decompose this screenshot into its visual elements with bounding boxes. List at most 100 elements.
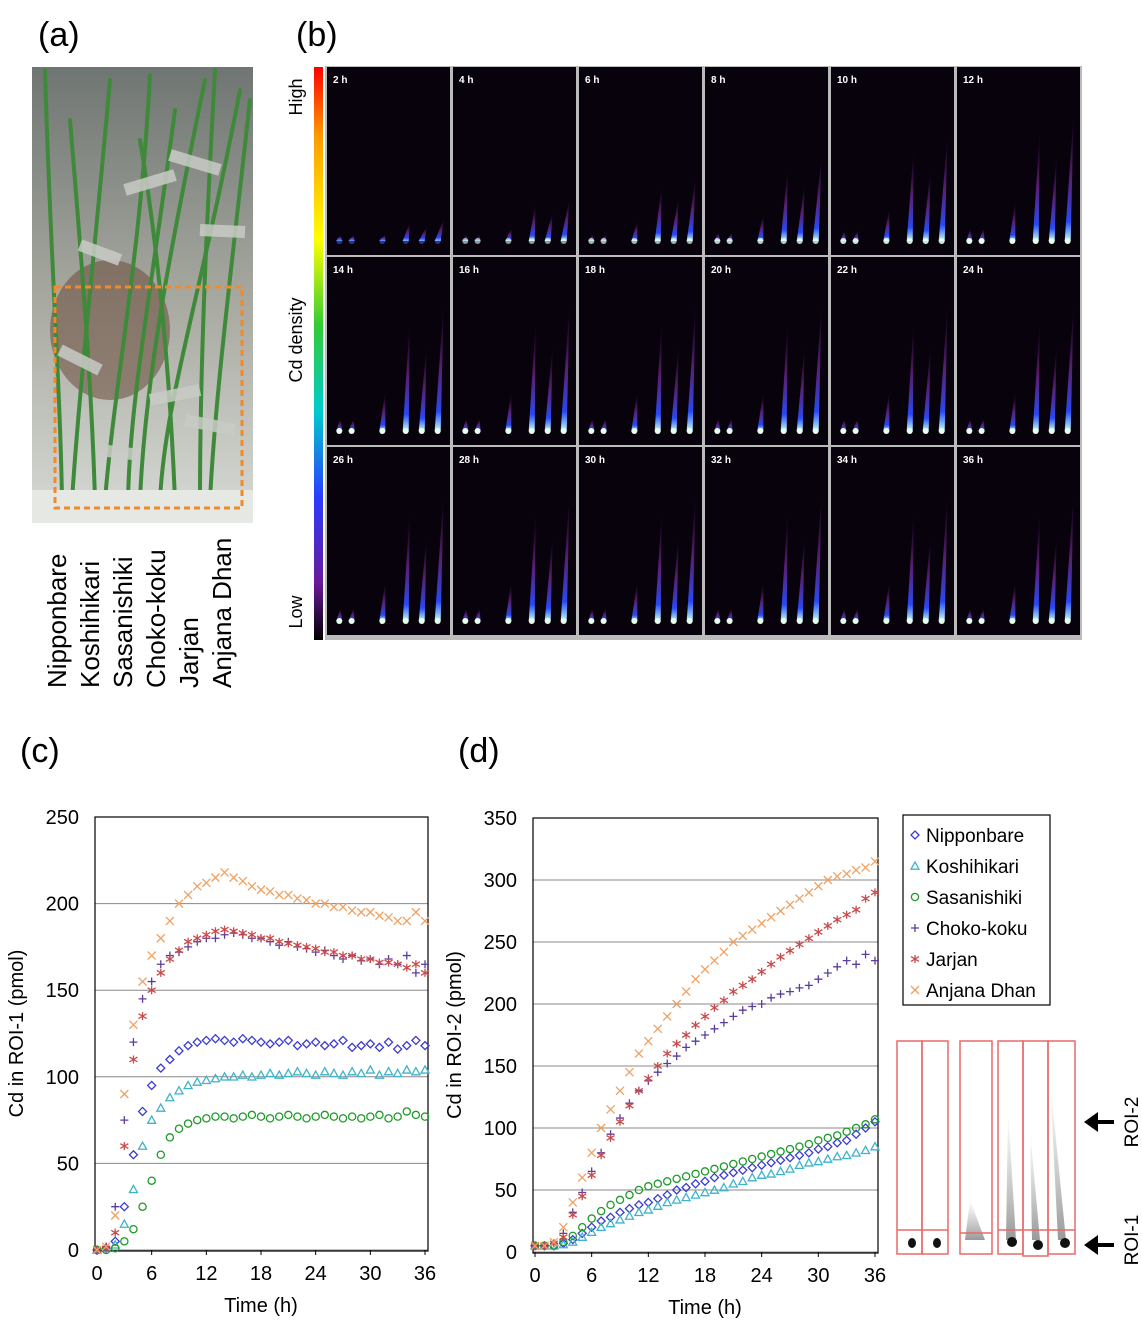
marker — [776, 906, 786, 916]
image-tile — [453, 67, 576, 255]
cd-streak — [978, 608, 985, 621]
y-tick-label: 350 — [484, 808, 517, 830]
image-tile — [957, 447, 1080, 635]
cd-spot — [631, 238, 638, 244]
marker — [681, 987, 691, 997]
cd-spot — [796, 238, 803, 244]
marker — [201, 1035, 212, 1046]
cd-spot — [348, 618, 355, 624]
marker — [586, 1226, 597, 1237]
x-tick-label: 36 — [864, 1265, 886, 1287]
marker — [164, 1092, 175, 1102]
marker — [119, 1201, 130, 1212]
marker — [861, 863, 871, 873]
marker — [823, 1133, 833, 1143]
marker — [147, 1176, 156, 1185]
cd-streak — [796, 183, 805, 241]
cd-spot — [462, 238, 469, 244]
marker — [606, 1104, 616, 1114]
marker — [719, 947, 729, 957]
marker — [237, 1069, 248, 1079]
cd-streak — [906, 148, 914, 241]
legend-label: Koshihikari — [926, 857, 1019, 878]
marker — [822, 1141, 833, 1152]
marker — [129, 1038, 138, 1047]
marker — [832, 915, 842, 924]
cd-streak — [336, 608, 343, 621]
cd-spot — [812, 238, 819, 244]
marker — [794, 1159, 805, 1170]
marker — [128, 1020, 138, 1030]
cd-streak — [654, 320, 662, 431]
marker — [852, 960, 861, 969]
cd-spot — [686, 618, 693, 624]
marker — [420, 916, 430, 926]
cd-spot — [670, 428, 677, 434]
marker — [338, 902, 348, 912]
marker — [174, 946, 184, 955]
cd-streak — [812, 154, 822, 241]
marker — [605, 1212, 616, 1223]
marker — [319, 1040, 330, 1051]
marker — [681, 1172, 691, 1181]
marker — [146, 1114, 157, 1124]
cd-spot — [1032, 618, 1039, 624]
marker — [823, 969, 832, 977]
marker — [228, 1071, 239, 1081]
image-tile — [579, 67, 702, 255]
x-axis-title: Time (h) — [668, 1297, 742, 1319]
marker — [293, 941, 302, 950]
time-label: 4 h — [459, 75, 473, 86]
marker — [311, 944, 321, 953]
marker — [375, 1110, 384, 1120]
marker — [393, 960, 403, 969]
marker — [147, 951, 157, 961]
marker — [156, 960, 165, 969]
marker — [690, 1189, 701, 1199]
marker — [568, 1197, 578, 1207]
y-tick-label: 0 — [506, 1242, 517, 1264]
marker — [823, 921, 833, 930]
marker — [211, 927, 220, 936]
marker — [393, 1112, 402, 1121]
marker — [910, 892, 920, 902]
marker — [229, 873, 239, 883]
marker — [652, 1200, 663, 1210]
marker — [365, 907, 375, 917]
marker — [120, 1237, 129, 1246]
marker — [813, 1144, 824, 1154]
cd-spot — [852, 238, 859, 244]
plot-frame — [532, 817, 879, 1254]
cd-spot — [654, 428, 661, 434]
marker — [110, 1210, 120, 1220]
marker — [421, 960, 429, 969]
legend-box — [902, 814, 1051, 1006]
marker — [220, 867, 230, 877]
cd-spot — [600, 618, 607, 624]
marker — [383, 1037, 394, 1048]
cd-spot — [726, 238, 733, 244]
marker — [219, 1035, 230, 1046]
marker — [420, 1112, 430, 1121]
time-label: 8 h — [711, 75, 725, 86]
marker — [870, 888, 880, 897]
cd-streak — [654, 510, 662, 621]
marker — [374, 1042, 385, 1053]
marker — [663, 1059, 672, 1068]
cd-spot — [966, 618, 973, 624]
marker — [301, 1038, 312, 1049]
cd-streak — [528, 204, 536, 241]
marker — [201, 930, 211, 939]
cd-streak — [631, 391, 638, 431]
cd-streak — [379, 581, 386, 621]
marker — [274, 1069, 285, 1079]
marker — [274, 890, 284, 900]
cd-streak — [714, 418, 721, 431]
marker — [861, 894, 870, 903]
cd-spot — [757, 238, 764, 244]
image-tile — [831, 67, 954, 255]
colorbar-title: Cd density — [286, 297, 306, 382]
marker — [384, 958, 393, 967]
cd-spot — [852, 618, 859, 624]
cd-spot — [840, 618, 847, 624]
